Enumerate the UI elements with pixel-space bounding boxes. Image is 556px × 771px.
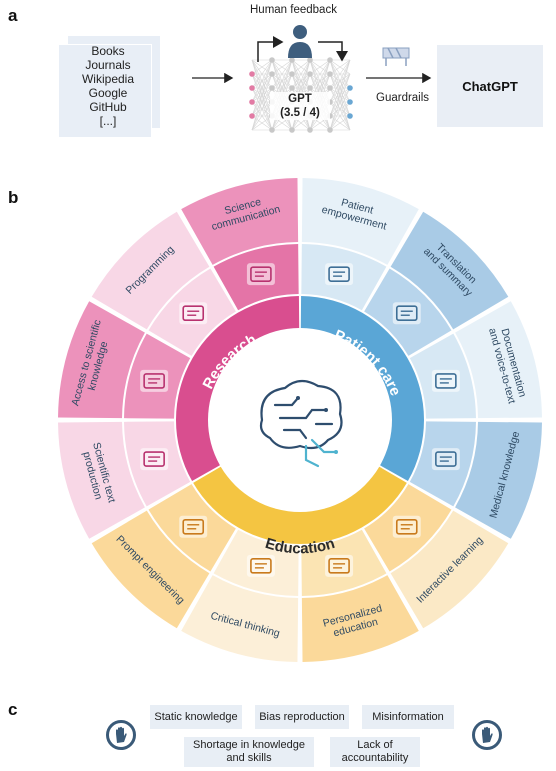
limitation-line: Lack of — [357, 739, 393, 751]
network-node — [249, 113, 255, 119]
network-node — [327, 85, 333, 91]
source-item: Journals — [85, 58, 131, 72]
medical-brain-icon — [431, 448, 460, 471]
chatgpt-box: ChatGPT — [437, 45, 543, 127]
network-node — [327, 127, 333, 133]
hand-glyph — [482, 726, 493, 743]
outer-segment — [301, 575, 419, 662]
domain-ring — [176, 296, 424, 544]
network-node — [289, 127, 295, 133]
hand-glyph — [116, 726, 127, 743]
limitation-line: and skills — [226, 752, 272, 764]
outer-segment — [390, 211, 509, 330]
network-node — [269, 71, 275, 77]
panel-letter-a: a — [8, 6, 18, 25]
network-node — [307, 57, 313, 63]
limitation-shortage: Shortage in knowledge and skills — [184, 737, 314, 767]
domain-label-education: Education — [263, 535, 337, 557]
limitation-bias-reproduction: Bias reproduction — [255, 705, 349, 729]
brain-circuit-icon — [259, 379, 343, 468]
outer-segment — [91, 211, 210, 330]
outer-segment — [181, 178, 299, 265]
outer-segment — [390, 510, 509, 629]
chatgpt-label: ChatGPT — [462, 78, 518, 94]
source-item: Wikipedia — [81, 72, 135, 86]
human-feedback-label: Human feedback — [250, 4, 337, 16]
source-list: Books Journals Wikipedia Google GitHub [… — [62, 44, 154, 128]
network-node — [347, 99, 353, 105]
source-item: Google — [88, 86, 128, 100]
network-node — [249, 85, 255, 91]
network-node — [289, 85, 295, 91]
outer-segment — [301, 178, 419, 265]
outer-segment — [455, 301, 542, 419]
limitation-accountability: Lack of accountability — [330, 737, 420, 767]
source-item: GitHub — [89, 100, 127, 114]
network-node — [249, 71, 255, 77]
source-item: [...] — [99, 114, 117, 128]
stop-hand-icon — [472, 720, 502, 750]
patient-care-arc — [300, 296, 424, 482]
network-node — [289, 71, 295, 77]
stop-hand-icon — [106, 720, 136, 750]
personalized-user-icon — [325, 554, 354, 577]
network-node — [347, 113, 353, 119]
outer-segment — [58, 421, 145, 539]
network-node — [307, 127, 313, 133]
person-pointing-icon — [140, 369, 169, 392]
network-node — [289, 57, 295, 63]
feedback-arrow-right — [318, 41, 348, 62]
network-node — [307, 85, 313, 91]
network-node — [269, 127, 275, 133]
guardrails-label: Guardrails — [376, 92, 430, 104]
network-node — [347, 85, 353, 91]
network-node — [327, 57, 333, 63]
network-node — [269, 57, 275, 63]
network-node — [307, 71, 313, 77]
gpt-version: (3.5 / 4) — [280, 107, 320, 119]
documents-icon — [431, 369, 460, 392]
translate-icon — [392, 302, 421, 325]
center-circle — [222, 342, 378, 498]
outer-segment — [58, 301, 145, 419]
patient-tablet-icon — [325, 263, 354, 286]
outer-ring — [58, 178, 542, 662]
feedback-arrow-left — [257, 36, 284, 62]
panel-letter-b: b — [8, 188, 19, 207]
network-node — [249, 99, 255, 105]
limitation-line: accountability — [341, 752, 409, 764]
inner-icons — [140, 263, 460, 577]
network-node — [269, 85, 275, 91]
gpt-name: GPT — [288, 93, 312, 105]
atom-document-icon — [140, 448, 169, 471]
network-node — [327, 71, 333, 77]
limitation-static-knowledge: Static knowledge — [150, 705, 242, 729]
gpt-model-label: GPT (3.5 / 4) — [270, 92, 330, 120]
research-arc — [176, 296, 300, 482]
limitation-line: Shortage in knowledge — [193, 739, 305, 751]
panel-letter-c: c — [8, 700, 18, 719]
outer-segment — [91, 510, 210, 629]
person-icon — [288, 25, 312, 58]
presentation-chart-icon — [246, 263, 275, 286]
outer-segment — [181, 575, 299, 662]
outer-segment — [455, 421, 542, 539]
prompt-card-icon — [179, 515, 208, 538]
thinking-head-icon — [246, 554, 275, 577]
limitation-misinformation: Misinformation — [362, 705, 454, 729]
source-card-front — [58, 44, 152, 138]
application-wheel: Research Patient care Education Sciencec… — [58, 178, 542, 662]
education-arc — [193, 466, 407, 544]
guardrail-icon — [382, 47, 410, 66]
source-item: Books — [91, 44, 125, 58]
interactive-screen-icon — [392, 515, 421, 538]
code-laptop-icon — [179, 302, 208, 325]
